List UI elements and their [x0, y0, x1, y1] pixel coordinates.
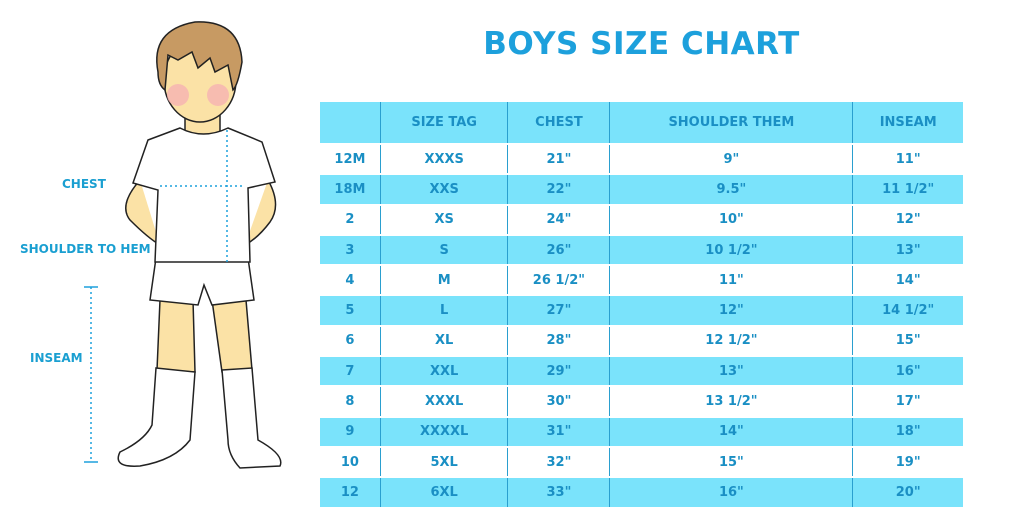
column-header: SIZE TAG: [379, 102, 508, 144]
table-cell: 29": [507, 355, 610, 387]
table-cell: 14": [852, 264, 963, 296]
table-cell: 32": [507, 445, 610, 478]
table-cell: 5XL: [379, 445, 508, 478]
page-title: BOYS SIZE CHART: [483, 26, 800, 62]
table-row: 12 6XL 33" 16" 20": [320, 476, 963, 507]
table-cell: 20": [852, 476, 963, 507]
table-cell: 11 1/2": [852, 173, 963, 205]
table-cell: 27": [507, 294, 610, 326]
table-cell: 6: [320, 324, 381, 357]
table-cell: 12M: [320, 142, 381, 175]
table-header-row: SIZE TAG CHEST SHOULDER THEM INSEAM: [320, 102, 963, 144]
column-header: INSEAM: [852, 102, 963, 144]
table-cell: 10 1/2": [609, 233, 853, 266]
table-cell: 12 1/2": [609, 324, 853, 357]
table-row: 5 L 27" 12" 14 1/2": [320, 294, 963, 326]
table-cell: 10: [320, 445, 381, 478]
table-cell: 15": [609, 445, 853, 478]
table-cell: 17": [852, 385, 963, 417]
table-cell: XXS: [379, 173, 508, 205]
table-cell: 24": [507, 203, 610, 235]
table-cell: 10": [609, 203, 853, 235]
table-row: 9 XXXXL 31" 14" 18": [320, 415, 963, 447]
table-cell: 33": [507, 476, 610, 507]
table-cell: 28": [507, 324, 610, 357]
table-cell: 13": [852, 233, 963, 266]
table-cell: 12": [609, 294, 853, 326]
table-row: 7 XXL 29" 13" 16": [320, 355, 963, 387]
table-cell: 30": [507, 385, 610, 417]
size-table: SIZE TAG CHEST SHOULDER THEM INSEAM 12M XXXS 2…: [320, 102, 963, 507]
table-cell: XS: [379, 203, 508, 235]
table-cell: 12: [320, 476, 381, 507]
table-cell: 16": [852, 355, 963, 387]
table-cell: 11": [852, 142, 963, 175]
column-header: [320, 102, 381, 144]
table-cell: 6XL: [379, 476, 508, 507]
table-row: 8 XXXL 30" 13 1/2" 17": [320, 385, 963, 417]
table-cell: S: [379, 233, 508, 266]
table-cell: 22": [507, 173, 610, 205]
inseam-label: INSEAM: [30, 351, 83, 365]
table-cell: XXL: [379, 355, 508, 387]
table-cell: 16": [609, 476, 853, 507]
boy-illustration: [84, 21, 282, 469]
table-cell: 15": [852, 324, 963, 357]
table-cell: 2: [320, 203, 381, 235]
table-cell: 19": [852, 445, 963, 478]
column-header: SHOULDER THEM: [609, 102, 853, 144]
table-row: 6 XL 28" 12 1/2" 15": [320, 324, 963, 357]
table-row: 18M XXS 22" 9.5" 11 1/2": [320, 173, 963, 205]
table-cell: 11": [609, 264, 853, 296]
table-cell: 9.5": [609, 173, 853, 205]
table-cell: 13": [609, 355, 853, 387]
table-cell: 21": [507, 142, 610, 175]
table-cell: L: [379, 294, 508, 326]
table-cell: 9: [320, 415, 381, 447]
table-cell: M: [379, 264, 508, 296]
table-cell: 26": [507, 233, 610, 266]
table-row: 10 5XL 32" 15" 19": [320, 445, 963, 478]
table-cell: XXXS: [379, 142, 508, 175]
table-cell: XXXL: [379, 385, 508, 417]
table-cell: 4: [320, 264, 381, 296]
table-cell: 7: [320, 355, 381, 387]
table-cell: 14 1/2": [852, 294, 963, 326]
table-cell: 26 1/2": [507, 264, 610, 296]
shoulder-to-hem-label: SHOULDER TO HEM: [20, 242, 151, 256]
table-cell: XXXXL: [379, 415, 508, 447]
chest-label: CHEST: [62, 177, 106, 191]
table-row: 2 XS 24" 10" 12": [320, 203, 963, 235]
table-cell: 3: [320, 233, 381, 266]
table-row: 3 S 26" 10 1/2" 13": [320, 233, 963, 266]
table-cell: 12": [852, 203, 963, 235]
table-row: 12M XXXS 21" 9" 11": [320, 142, 963, 175]
table-cell: 18M: [320, 173, 381, 205]
table-cell: 13 1/2": [609, 385, 853, 417]
table-row: 4 M 26 1/2" 11" 14": [320, 264, 963, 296]
table-cell: XL: [379, 324, 508, 357]
table-cell: 18": [852, 415, 963, 447]
table-cell: 8: [320, 385, 381, 417]
column-header: CHEST: [507, 102, 610, 144]
table-cell: 9": [609, 142, 853, 175]
table-cell: 14": [609, 415, 853, 447]
table-cell: 31": [507, 415, 610, 447]
table-cell: 5: [320, 294, 381, 326]
